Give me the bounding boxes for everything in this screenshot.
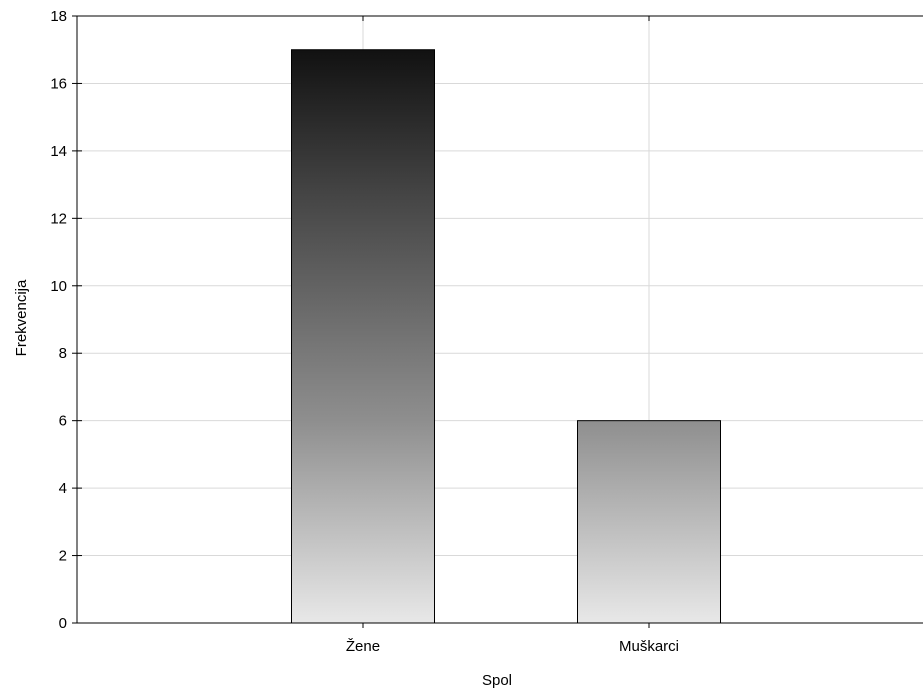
x-tick-label: Žene xyxy=(346,638,380,655)
y-tick-label: 10 xyxy=(50,278,67,295)
y-tick-label: 6 xyxy=(59,413,67,430)
y-tick-label: 12 xyxy=(50,210,67,227)
axes xyxy=(72,15,923,628)
bars xyxy=(291,49,721,624)
y-axis-title: Frekvencija xyxy=(13,279,30,356)
x-tick-labels: Žene Muškarci xyxy=(346,638,679,655)
y-tick-label: 0 xyxy=(59,615,67,632)
y-tick-labels: 0 2 4 6 8 10 12 14 16 18 xyxy=(50,8,67,632)
grid xyxy=(77,16,923,623)
x-tick-label: Muškarci xyxy=(619,638,679,655)
y-tick-label: 16 xyxy=(50,75,67,92)
y-tick-label: 2 xyxy=(59,548,67,565)
y-tick-label: 4 xyxy=(59,480,67,497)
bar xyxy=(577,420,721,624)
bar xyxy=(291,49,435,624)
y-tick-label: 14 xyxy=(50,143,67,160)
y-tick-label: 18 xyxy=(50,8,67,25)
x-axis-title: Spol xyxy=(482,672,512,689)
y-tick-label: 8 xyxy=(59,345,67,362)
